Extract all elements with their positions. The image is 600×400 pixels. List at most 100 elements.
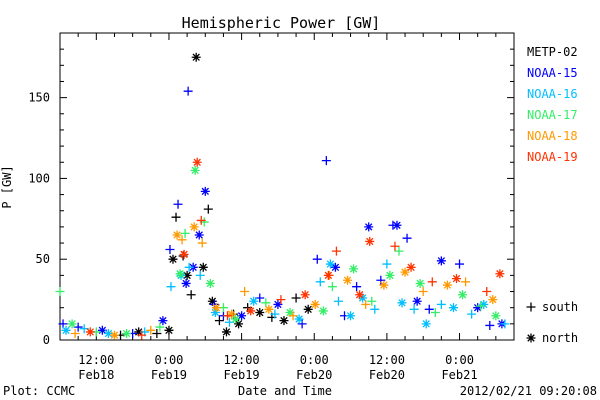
data-point-noaa-19-south [482,287,492,297]
legend-item-noaa-15: NOAA-15 [527,66,578,80]
data-point-metp-02-north [207,296,217,306]
marker-legend-south-symbol [526,302,536,312]
x-axis: 12:00Feb180:00Feb1912:00Feb190:00Feb2012… [77,33,497,382]
data-point-metp-02-south [203,204,213,214]
data-point-noaa-19-south [137,330,147,340]
data-point-noaa-19-north [246,306,256,316]
data-point-noaa-18-north [310,299,320,309]
data-point-noaa-15-north [200,186,210,196]
data-point-noaa-15-north [364,222,374,232]
x-tick-date-label: Feb21 [441,368,477,382]
data-point-metp-02-south [186,290,196,300]
data-point-noaa-17-south [476,301,486,311]
data-point-noaa-17-north [231,314,241,324]
data-point-noaa-18-north [172,230,182,240]
data-point-noaa-17-south [155,322,165,332]
data-point-noaa-19-south [222,311,232,321]
x-tick-date-label: Feb19 [224,368,260,382]
data-points [55,52,510,340]
data-point-noaa-15-south [312,254,322,264]
data-point-noaa-17-south [327,282,337,292]
data-point-noaa-18-south [361,299,371,309]
data-point-noaa-15-south [376,275,386,285]
data-point-noaa-17-north [349,264,359,274]
data-point-noaa-15-north [473,303,483,313]
data-point-noaa-15-south [297,319,307,329]
y-tick-label: 50 [36,252,50,266]
data-point-noaa-15-north [181,278,191,288]
y-axis-label: P [GW] [0,165,14,208]
data-point-noaa-18-north [400,267,410,277]
marker-legend-north-symbol [526,333,536,343]
data-point-metp-02-north [234,319,244,329]
data-point-noaa-18-south [177,235,187,245]
data-point-noaa-19-south [196,215,206,225]
data-point-noaa-16-south [333,296,343,306]
data-point-noaa-18-south [240,287,250,297]
data-point-noaa-16-south [467,309,477,319]
data-point-metp-02-north [198,262,208,272]
data-point-metp-02-north [255,308,265,318]
data-point-noaa-17-north [285,308,295,318]
y-tick-label: 150 [28,91,50,105]
data-point-noaa-19-north [192,157,202,167]
data-point-noaa-15-north [273,299,283,309]
data-point-noaa-15-north [194,230,204,240]
legend-item-noaa-16: NOAA-16 [527,87,578,101]
data-point-noaa-19-north [300,290,310,300]
legend-item-noaa-18: NOAA-18 [527,129,578,143]
x-tick-time-label: 0:00 [300,353,329,367]
data-point-noaa-17-south [180,228,190,238]
footer-timestamp: 2012/02/21 09:20:08 [460,384,597,398]
data-point-noaa-15-north [392,220,402,230]
data-point-metp-02-north [164,325,174,335]
legend-item-noaa-17: NOAA-17 [527,108,578,122]
data-point-noaa-18-north [379,280,389,290]
x-tick-time-label: 0:00 [155,353,184,367]
data-point-metp-02-north [182,270,192,280]
data-point-noaa-15-south [402,233,412,243]
data-point-noaa-15-north [412,296,422,306]
data-point-metp-02-north [279,316,289,326]
data-point-noaa-19-north [355,290,365,300]
data-point-noaa-15-north [237,311,247,321]
data-point-noaa-17-north [205,278,215,288]
data-point-noaa-18-south [461,277,471,287]
data-point-noaa-16-south [166,282,176,292]
data-point-noaa-17-south [367,296,377,306]
marker-legend: south north [526,300,578,345]
x-tick-time-label: 12:00 [224,353,260,367]
data-point-noaa-19-south [390,241,400,251]
data-point-metp-02-north [134,327,144,337]
data-point-noaa-18-south [288,311,298,321]
data-point-noaa-19-south [331,246,341,256]
marker-legend-south-label: south [542,300,578,314]
data-point-noaa-18-north [109,330,119,340]
data-point-noaa-16-north [103,329,113,339]
data-point-noaa-18-north [227,309,237,319]
data-point-noaa-15-south [485,320,495,330]
data-point-noaa-18-north [211,303,221,313]
data-point-noaa-17-south [55,287,65,297]
footer-credit: Plot: CCMC [3,384,75,398]
data-point-noaa-16-north [249,296,259,306]
data-point-noaa-17-north [491,311,501,321]
data-point-noaa-18-north [189,222,199,232]
legend: METP-02 NOAA-15 NOAA-16 NOAA-17 NOAA-18 NOAA-… [527,45,578,164]
data-point-metp-02-north [221,327,231,337]
data-point-noaa-16-south [409,304,419,314]
data-point-noaa-15-north [97,325,107,335]
data-point-noaa-16-north [479,299,489,309]
data-point-noaa-17-south [430,308,440,318]
data-point-noaa-17-north [385,270,395,280]
data-point-noaa-15-north [330,262,340,272]
data-point-noaa-16-north [346,311,356,321]
data-point-metp-02-north [303,304,313,314]
data-point-noaa-16-north [421,319,431,329]
data-point-noaa-18-south [197,238,207,248]
y-axis: 0 50 100 150 [28,48,514,347]
data-point-noaa-15-south [321,156,331,166]
data-point-noaa-16-south [436,299,446,309]
data-point-noaa-17-north [122,329,132,339]
